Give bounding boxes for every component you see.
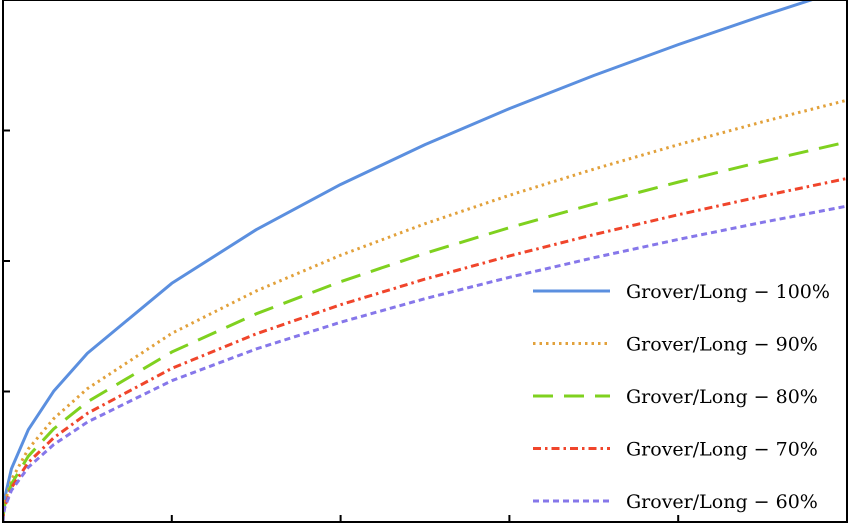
- legend-label-5: Grover/Long − 60%: [626, 491, 818, 513]
- series-line-2: [3, 98, 847, 522]
- legend-label-2: Grover/Long − 90%: [626, 334, 818, 356]
- series-line-1: [3, 0, 816, 522]
- legend-item-3: Grover/Long − 80%: [533, 386, 818, 408]
- legend-label-4: Grover/Long − 70%: [626, 439, 818, 461]
- plot-area: [3, 0, 847, 522]
- legend-item-1: Grover/Long − 100%: [533, 281, 830, 303]
- legend: Grover/Long − 100% Grover/Long − 90% Grove…: [533, 281, 830, 513]
- legend-label-1: Grover/Long − 100%: [626, 281, 830, 303]
- series-line-5: [3, 204, 847, 522]
- legend-item-4: Grover/Long − 70%: [533, 439, 818, 461]
- series-line-3: [3, 140, 847, 522]
- legend-item-5: Grover/Long − 60%: [533, 491, 818, 513]
- legend-item-2: Grover/Long − 90%: [533, 334, 818, 356]
- legend-label-3: Grover/Long − 80%: [626, 386, 818, 408]
